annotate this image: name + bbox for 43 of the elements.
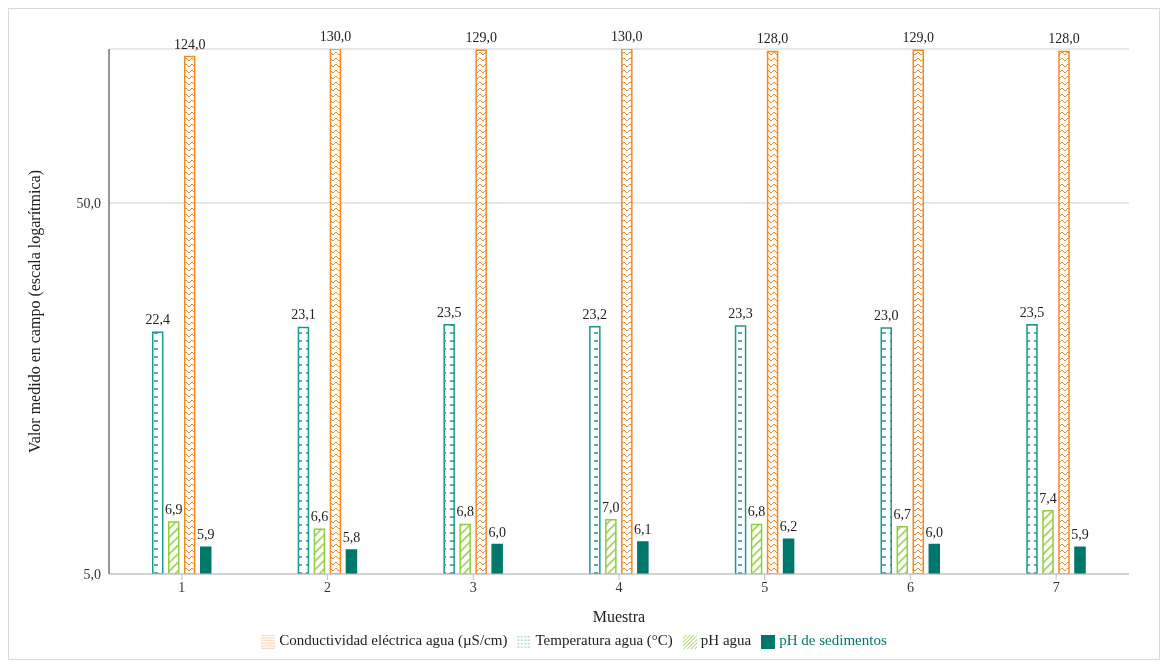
data-label: 5,8 <box>342 530 361 546</box>
data-label: 124,0 <box>173 36 206 52</box>
data-label: 5,9 <box>1071 527 1089 543</box>
x-tick-label: 5 <box>761 579 769 595</box>
x-axis-title: Muestra <box>592 608 646 625</box>
data-label: 129,0 <box>902 30 935 46</box>
data-label: 6,7 <box>893 506 912 522</box>
legend-label: pH de sedimentos <box>779 632 887 648</box>
x-tick-label: 3 <box>469 579 477 595</box>
data-label: 128,0 <box>1048 31 1080 47</box>
y-tick-label: 50,0 <box>76 195 101 211</box>
data-label: 128,0 <box>756 31 789 47</box>
data-label: 6,0 <box>488 524 506 540</box>
data-label: 130,0 <box>319 29 352 44</box>
data-label: 23,3 <box>728 306 753 322</box>
data-label: 22,4 <box>145 312 170 328</box>
data-label: 6,2 <box>779 519 798 535</box>
y-axis-title: Valor medido en campo (escala logarítmica) <box>25 170 44 453</box>
data-label: 6,1 <box>634 521 652 537</box>
data-label: 23,5 <box>436 304 462 320</box>
x-tick-label: 7 <box>1052 579 1060 595</box>
x-tick-label: 6 <box>906 579 914 595</box>
x-tick-label: 1 <box>178 579 186 595</box>
x-tick-label: 4 <box>615 579 623 595</box>
data-label: 23,5 <box>1019 304 1045 320</box>
data-label: 23,1 <box>291 307 316 323</box>
data-label: 7,4 <box>1039 490 1057 506</box>
data-label: 7,0 <box>602 499 620 515</box>
legend-label: pH agua <box>700 632 752 648</box>
data-label: 130,0 <box>611 29 643 44</box>
legend-label: Temperatura agua (°C) <box>535 632 673 648</box>
data-label: 5,9 <box>196 527 215 543</box>
x-tick-label: 2 <box>324 579 332 595</box>
data-label: 129,0 <box>465 30 497 46</box>
y-tick-label: 5,0 <box>83 566 101 582</box>
data-label: 6,9 <box>164 502 183 518</box>
data-label: 6,8 <box>456 504 474 520</box>
data-label: 23,2 <box>582 306 608 322</box>
data-label: 6,8 <box>747 504 766 520</box>
legend-label: Conductividad eléctrica agua (µS/cm) <box>279 632 508 648</box>
data-label: 6,6 <box>310 509 329 525</box>
data-label: 23,0 <box>874 308 899 324</box>
data-label: 6,0 <box>925 524 944 540</box>
